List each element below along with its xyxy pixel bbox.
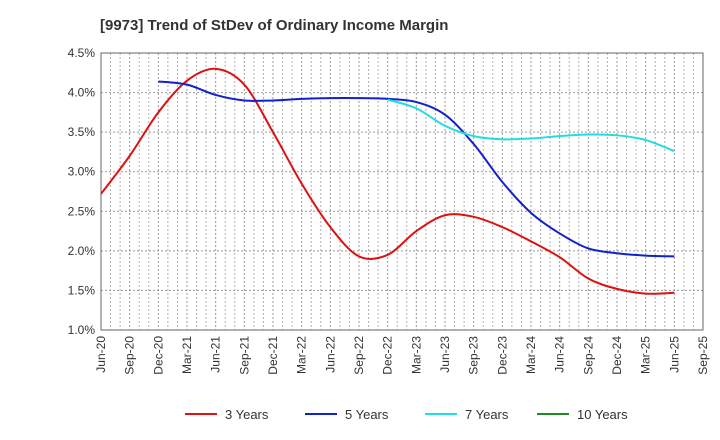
x-tick-label: Jun-21 <box>209 336 223 373</box>
x-tick-label: Dec-22 <box>381 336 395 375</box>
x-tick-label: Dec-24 <box>610 336 624 375</box>
y-tick-label: 4.5% <box>68 46 96 60</box>
x-tick-label: Mar-25 <box>639 336 653 374</box>
x-tick-label: Sep-25 <box>696 336 710 375</box>
y-tick-label: 1.0% <box>68 323 96 337</box>
x-tick-label: Sep-20 <box>123 336 137 375</box>
y-tick-label: 4.0% <box>68 86 96 100</box>
legend-label-5-years: 5 Years <box>345 407 389 422</box>
chart-title: [9973] Trend of StDev of Ordinary Income… <box>100 17 448 34</box>
x-tick-label: Dec-23 <box>495 336 509 375</box>
x-tick-label: Jun-22 <box>323 336 337 373</box>
series-line-3-years <box>100 67 675 295</box>
series-line-5-years <box>158 80 675 258</box>
x-tick-label: Sep-22 <box>352 336 366 375</box>
series-line-7-years <box>387 98 675 153</box>
x-tick-label: Mar-22 <box>295 336 309 374</box>
legend-label-7-years: 7 Years <box>465 407 509 422</box>
legend-label-10-years: 10 Years <box>577 407 628 422</box>
x-tick-label: Dec-21 <box>266 336 280 375</box>
x-tick-label: Sep-21 <box>237 336 251 375</box>
x-tick-label: Dec-20 <box>151 336 165 375</box>
series-lines <box>100 67 675 295</box>
y-axis-ticks: 1.0% 1.5% 2.0% 2.5% 3.0% 3.5% 4.0% 4.5% <box>68 46 96 337</box>
x-tick-label: Mar-21 <box>180 336 194 374</box>
y-tick-label: 1.5% <box>68 283 96 297</box>
x-axis-ticks: Jun-20 Sep-20 Dec-20 Mar-21 Jun-21 Sep-21 Dec-… <box>94 336 710 375</box>
x-tick-label: Jun-25 <box>667 336 681 373</box>
x-tick-label: Sep-24 <box>581 336 595 375</box>
x-tick-label: Jun-23 <box>438 336 452 373</box>
y-tick-label: 2.5% <box>68 204 96 218</box>
y-tick-label: 3.0% <box>68 165 96 179</box>
grid <box>100 52 704 331</box>
legend-label-3-years: 3 Years <box>225 407 269 422</box>
x-tick-label: Mar-24 <box>524 336 538 374</box>
y-tick-label: 2.0% <box>68 244 96 258</box>
x-tick-label: Mar-23 <box>409 336 423 374</box>
y-tick-label: 3.5% <box>68 125 96 139</box>
x-tick-label: Sep-23 <box>467 336 481 375</box>
legend: 3 Years 5 Years 7 Years 10 Years <box>185 407 628 422</box>
x-tick-label: Jun-20 <box>94 336 108 373</box>
plot-frame <box>100 52 704 331</box>
x-tick-label: Jun-24 <box>553 336 567 373</box>
